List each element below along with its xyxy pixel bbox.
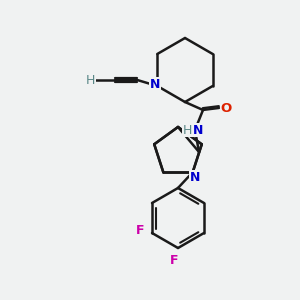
Text: F: F	[170, 254, 178, 266]
Text: H: H	[85, 74, 95, 86]
Text: F: F	[136, 224, 144, 238]
Text: O: O	[220, 101, 232, 115]
Text: N: N	[150, 77, 160, 91]
Text: N: N	[190, 171, 200, 184]
Text: H: H	[182, 124, 192, 136]
Text: N: N	[193, 124, 203, 136]
